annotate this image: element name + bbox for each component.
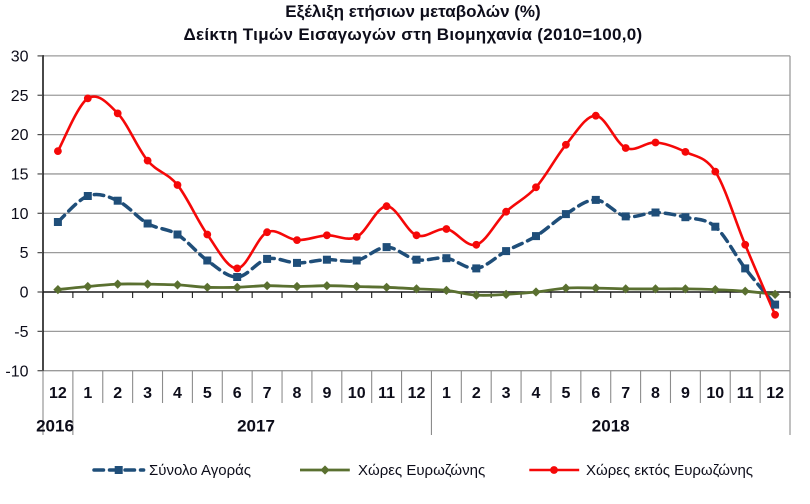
- svg-text:30: 30: [11, 49, 29, 66]
- svg-text:-10: -10: [5, 363, 28, 380]
- svg-text:20: 20: [11, 127, 29, 144]
- svg-text:3: 3: [143, 385, 152, 402]
- svg-text:12: 12: [408, 385, 426, 402]
- svg-text:2017: 2017: [237, 417, 275, 436]
- svg-text:12: 12: [766, 385, 784, 402]
- svg-text:10: 10: [348, 385, 366, 402]
- svg-text:7: 7: [621, 385, 630, 402]
- svg-text:11: 11: [737, 385, 754, 402]
- svg-text:5: 5: [203, 385, 212, 402]
- svg-text:Χώρες εκτός Ευρωζώνης: Χώρες εκτός Ευρωζώνης: [586, 462, 753, 479]
- svg-text:4: 4: [532, 385, 541, 402]
- svg-text:6: 6: [233, 385, 242, 402]
- svg-text:10: 10: [11, 206, 29, 223]
- svg-text:-5: -5: [14, 324, 28, 341]
- svg-text:6: 6: [591, 385, 600, 402]
- svg-text:3: 3: [502, 385, 511, 402]
- svg-text:8: 8: [651, 385, 660, 402]
- svg-text:2016: 2016: [36, 417, 74, 436]
- svg-text:5: 5: [561, 385, 570, 402]
- svg-text:1: 1: [442, 385, 451, 402]
- svg-text:Χώρες Ευρωζώνης: Χώρες Ευρωζώνης: [358, 462, 485, 479]
- svg-text:7: 7: [263, 385, 272, 402]
- svg-text:9: 9: [681, 385, 690, 402]
- svg-text:9: 9: [322, 385, 331, 402]
- svg-text:5: 5: [20, 245, 29, 262]
- svg-text:11: 11: [378, 385, 395, 402]
- svg-text:2: 2: [472, 385, 481, 402]
- svg-text:12: 12: [49, 385, 67, 402]
- svg-text:1: 1: [83, 385, 92, 402]
- svg-text:25: 25: [11, 88, 29, 105]
- svg-text:Σύνολο Αγοράς: Σύνολο Αγοράς: [149, 462, 251, 479]
- svg-text:2018: 2018: [592, 417, 630, 436]
- svg-text:10: 10: [706, 385, 724, 402]
- svg-text:0: 0: [20, 285, 29, 302]
- svg-text:2: 2: [113, 385, 122, 402]
- svg-text:4: 4: [173, 385, 182, 402]
- svg-text:15: 15: [11, 167, 29, 184]
- svg-text:8: 8: [293, 385, 302, 402]
